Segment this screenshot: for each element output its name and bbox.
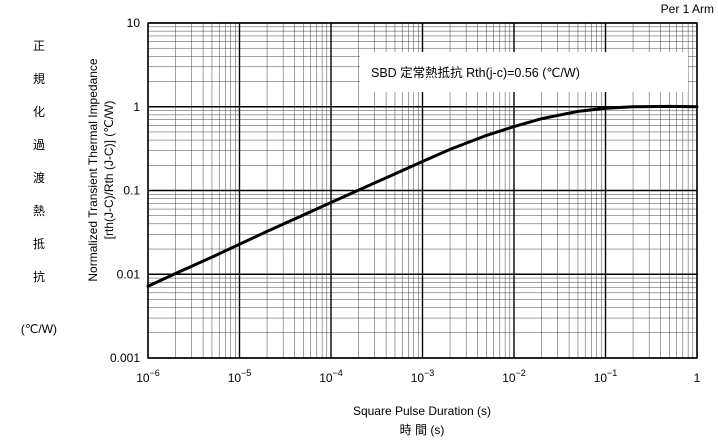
annotation-text: SBD 定常熱抵抗 Rth(j-c)=0.56 (℃/W) [371, 65, 580, 80]
y-tick-label: 0.01 [117, 267, 141, 281]
y-axis-label-line1: Normalized Transient Thermal Impedance [86, 58, 100, 282]
y-tick-label: 0.001 [110, 351, 140, 365]
x-tick-label: 10−2 [502, 368, 526, 385]
per-arm-note: Per 1 Arm [661, 2, 714, 16]
y-tick-label: 10 [127, 16, 141, 30]
side-label-char: 規 [33, 71, 45, 86]
y-tick-label: 1 [133, 100, 140, 114]
x-axis-label-jp: 時 間 (s) [400, 423, 445, 437]
side-label-char: 熱 [33, 204, 45, 218]
x-tick-labels: 10−6 10−5 10−4 10−3 10−2 10−1 1 [136, 368, 700, 385]
side-label-char: 化 [33, 105, 45, 119]
x-tick-label: 10−3 [411, 368, 435, 385]
side-label-char: 過 [33, 138, 45, 152]
x-tick-label: 10−6 [136, 368, 160, 385]
y-axis-label-line2: [rth(J-C)/Rth (J-C)] (℃/W) [102, 101, 116, 240]
side-label-char: 渡 [33, 170, 45, 185]
side-label-char: 抵 [33, 237, 45, 251]
x-tick-label: 1 [694, 371, 701, 385]
x-tick-label: 10−4 [319, 368, 343, 385]
side-label-char: 正 [33, 39, 45, 53]
side-label-unit: (℃/W) [21, 322, 57, 336]
side-label-char: 抗 [33, 269, 45, 284]
y-tick-label: 0.1 [123, 184, 140, 198]
x-tick-label: 10−1 [594, 368, 618, 385]
x-tick-label: 10−5 [228, 368, 252, 385]
x-axis-label: Square Pulse Duration (s) [353, 404, 491, 418]
